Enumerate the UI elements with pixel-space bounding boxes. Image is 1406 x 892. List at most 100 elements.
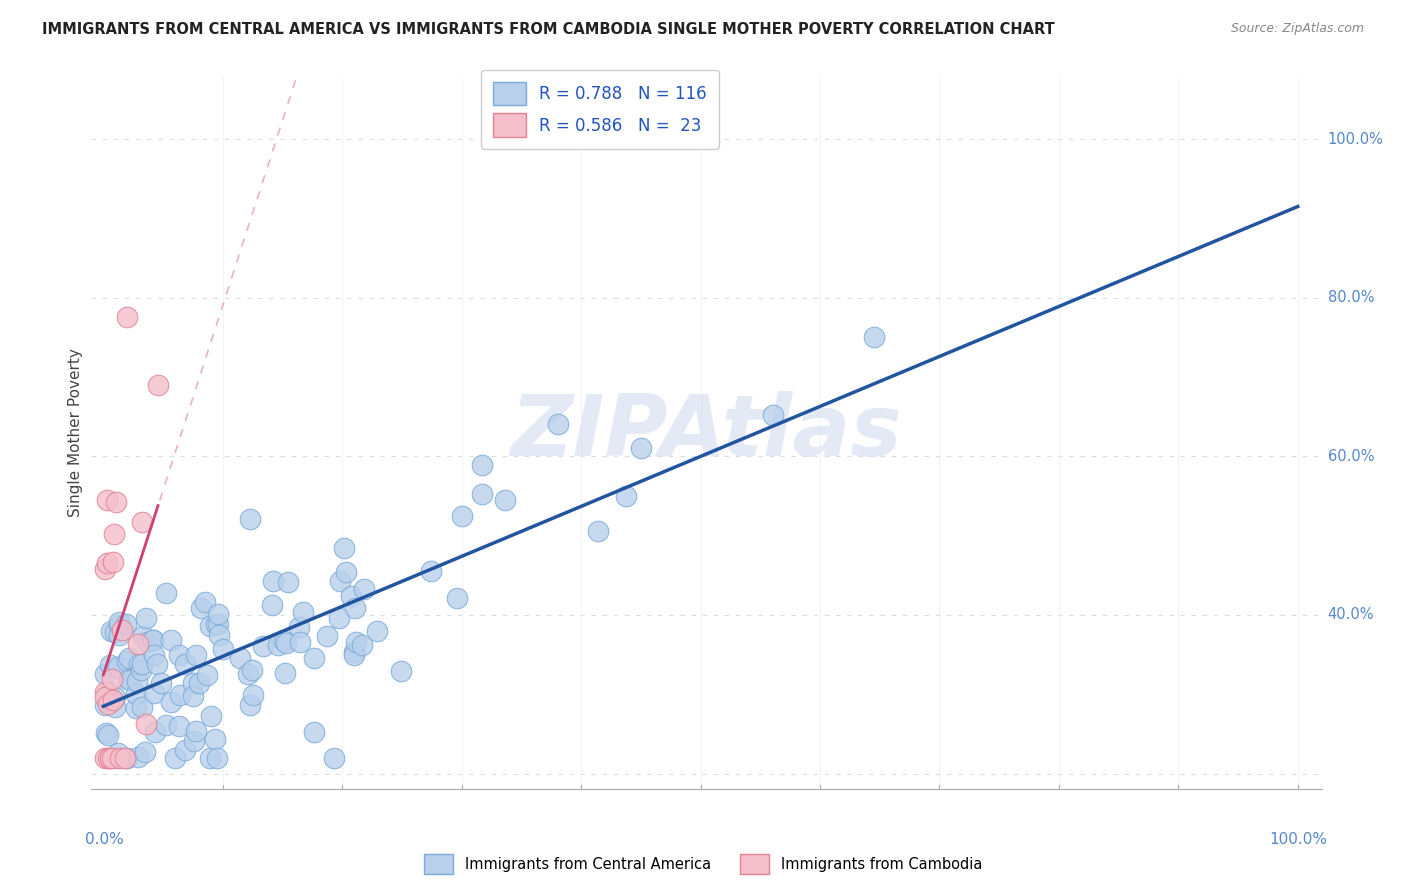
Point [142, 632, 165, 647]
Point [328, 611, 350, 625]
Text: 100.0%: 100.0% [1270, 832, 1327, 847]
Point [160, 695, 183, 709]
Point [108, 750, 131, 764]
Point [366, 624, 388, 639]
Point [274, 666, 297, 681]
Point [451, 509, 474, 524]
Point [108, 628, 131, 642]
Point [143, 648, 166, 662]
Point [93, 561, 115, 575]
Point [94, 726, 117, 740]
Point [96, 557, 118, 571]
Point [342, 645, 364, 659]
Point [614, 489, 637, 503]
Point [188, 676, 211, 690]
Point [389, 665, 412, 679]
Point [198, 619, 221, 633]
Point [267, 639, 290, 653]
Point [136, 635, 159, 649]
Point [169, 648, 191, 662]
Point [290, 635, 312, 649]
Point [115, 654, 138, 668]
Point [117, 750, 139, 764]
Point [93, 698, 115, 712]
Point [329, 574, 352, 589]
Point [103, 526, 125, 541]
Point [93, 666, 115, 681]
Point [862, 330, 884, 344]
Point [155, 586, 177, 600]
Point [207, 607, 229, 621]
Point [107, 747, 129, 761]
Text: 0.0%: 0.0% [86, 832, 124, 847]
Text: 80.0%: 80.0% [1327, 290, 1374, 305]
Point [131, 699, 153, 714]
Point [471, 486, 494, 500]
Point [103, 692, 125, 706]
Point [105, 494, 128, 508]
Point [96, 492, 118, 507]
Point [165, 750, 187, 764]
Point [104, 690, 127, 704]
Point [108, 617, 131, 632]
Point [134, 746, 156, 760]
Point [142, 633, 165, 648]
Point [350, 638, 373, 652]
Point [205, 616, 228, 631]
Point [104, 700, 127, 714]
Point [103, 555, 125, 569]
Point [302, 725, 325, 739]
Point [125, 701, 148, 715]
Point [131, 663, 153, 677]
Point [273, 633, 295, 648]
Point [132, 629, 155, 643]
Point [118, 650, 141, 665]
Point [302, 651, 325, 665]
Point [97, 750, 120, 764]
Point [239, 512, 262, 526]
Point [107, 750, 129, 764]
Point [93, 750, 115, 764]
Y-axis label: Single Mother Poverty: Single Mother Poverty [67, 348, 83, 517]
Point [762, 408, 785, 422]
Point [291, 605, 314, 619]
Point [118, 673, 141, 687]
Point [211, 641, 233, 656]
Point [343, 648, 366, 663]
Point [181, 689, 204, 703]
Point [630, 441, 652, 455]
Point [205, 750, 228, 764]
Point [115, 310, 138, 325]
Legend: Immigrants from Central America, Immigrants from Cambodia: Immigrants from Central America, Immigra… [418, 848, 988, 880]
Point [125, 687, 148, 701]
Point [204, 731, 226, 746]
Text: 60.0%: 60.0% [1327, 449, 1374, 464]
Point [323, 750, 346, 764]
Point [127, 637, 149, 651]
Point [200, 709, 222, 723]
Point [208, 628, 231, 642]
Point [238, 666, 260, 681]
Point [167, 719, 190, 733]
Point [252, 639, 274, 653]
Point [335, 565, 357, 579]
Point [146, 377, 169, 392]
Point [239, 698, 262, 713]
Point [262, 574, 284, 588]
Point [197, 667, 219, 681]
Point [186, 723, 208, 738]
Point [98, 750, 121, 764]
Point [229, 651, 252, 665]
Point [98, 657, 121, 672]
Point [114, 750, 136, 764]
Text: Source: ZipAtlas.com: Source: ZipAtlas.com [1230, 22, 1364, 36]
Point [184, 648, 207, 663]
Point [183, 734, 205, 748]
Point [114, 617, 136, 632]
Point [316, 629, 339, 643]
Point [494, 493, 516, 508]
Text: IMMIGRANTS FROM CENTRAL AMERICA VS IMMIGRANTS FROM CAMBODIA SINGLE MOTHER POVERT: IMMIGRANTS FROM CENTRAL AMERICA VS IMMIG… [42, 22, 1054, 37]
Point [104, 625, 127, 640]
Point [101, 750, 124, 764]
Text: 40.0%: 40.0% [1327, 607, 1374, 623]
